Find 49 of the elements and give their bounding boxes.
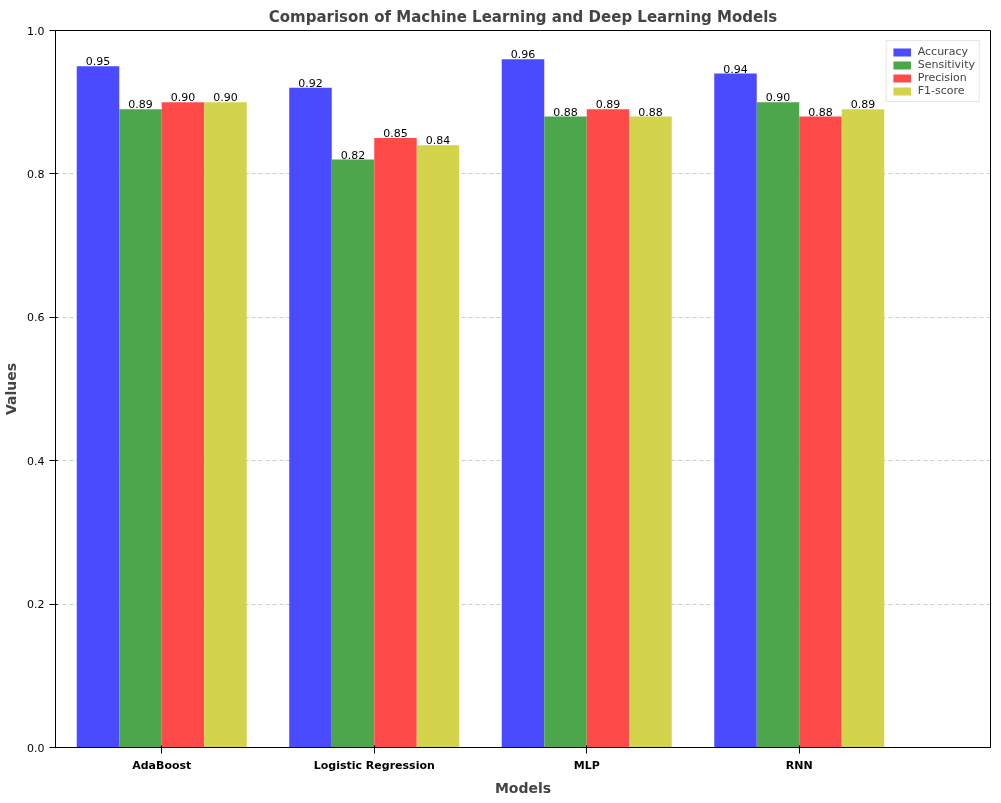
bar [586,109,630,748]
data-label: 0.89 [128,98,153,112]
bar [119,109,162,748]
data-label: 0.88 [808,105,833,119]
data-label: 0.90 [170,91,196,105]
data-label: 0.82 [340,148,366,162]
data-label: 0.96 [510,48,536,62]
y-tick-label: 0.2 [27,598,45,612]
bar [714,73,757,748]
data-label: 0.88 [553,105,578,119]
bar [501,59,545,748]
legend-label: Accuracy [917,45,968,58]
x-tick-label: Logistic Regression [313,758,435,772]
x-tick-label: MLP [573,758,600,772]
data-label: 0.89 [850,98,876,112]
data-label: 0.95 [85,55,111,69]
data-label: 0.88 [638,105,663,119]
chart-title: Comparison of Machine Learning and Deep Learning Models [268,7,778,26]
bar [204,102,247,748]
bar [289,87,332,748]
bar [756,102,800,748]
data-label: 0.84 [425,134,451,148]
data-label: 0.90 [765,91,791,105]
bar [799,116,842,748]
y-axis-title: Values [3,362,20,416]
bar [331,159,375,748]
legend-label: Sensitivity [917,58,975,71]
y-tick-label: 1.0 [27,24,45,38]
bar [374,138,417,748]
y-tick-label: 0.6 [27,311,45,325]
x-tick-label: RNN [785,758,813,772]
data-label: 0.90 [213,91,238,105]
bar [161,102,205,748]
data-label: 0.92 [298,76,323,90]
x-tick-label: AdaBoost [132,758,192,772]
bar [416,145,460,748]
y-tick-label: 0.8 [27,167,45,181]
bar [841,109,885,748]
legend-label: F1-score [917,84,965,97]
x-axis-title: Models [494,779,552,796]
data-label: 0.85 [383,127,408,141]
y-tick-label: 0.4 [27,454,45,468]
y-tick-label: 0.0 [27,741,45,755]
bar [544,116,587,748]
data-label: 0.89 [595,98,621,112]
legend-label: Precision [917,71,967,84]
bar [629,116,672,748]
bar [76,66,120,748]
data-label: 0.94 [723,62,748,76]
